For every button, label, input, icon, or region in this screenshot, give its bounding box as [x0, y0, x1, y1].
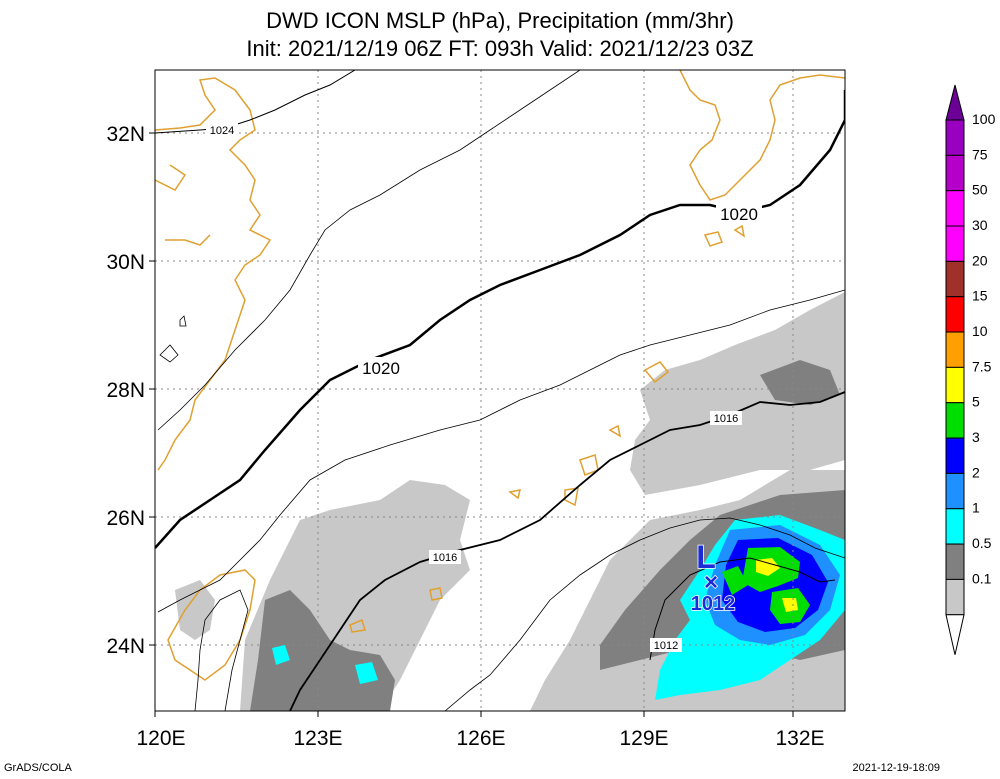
colorbar-label: 0.5 [972, 535, 992, 551]
isobar-1022-thin [157, 70, 581, 431]
isobars [155, 70, 845, 711]
isobar-taiwan-1016 [194, 589, 249, 711]
colorbar-label: 15 [972, 288, 988, 304]
isobar-small-ring-2 [179, 315, 187, 327]
colorbar-top-arrow [945, 84, 965, 121]
low-symbol: L [696, 539, 716, 575]
colorbar-label: 75 [972, 146, 988, 162]
colorbar: 100 75 50 30 20 15 10 7.5 5 3 2 1 0.5 0.1 [945, 84, 996, 655]
colorbar-segment [945, 225, 965, 262]
lat-lon-grid [155, 70, 845, 711]
isobar-label-1012: 1012 [654, 640, 678, 652]
china-coast-inlet-2 [165, 234, 211, 246]
map-frame [154, 69, 846, 712]
isobar-label-1020-east: 1020 [720, 205, 758, 224]
colorbar-segment [945, 260, 965, 298]
precipitation-layer [175, 292, 845, 711]
lon-label-126e: 126E [456, 727, 505, 750]
isobar-1012 [649, 557, 836, 661]
colorbar-segment [945, 472, 965, 510]
precip-intense-area-5mm-c [722, 566, 748, 595]
isobar-label-1016-west: 1016 [433, 552, 457, 564]
isobar-label-1024: 1024 [210, 125, 234, 137]
colorbar-label: 50 [972, 182, 988, 198]
colorbar-label: 1 [972, 500, 980, 516]
isobar-1018-thin [157, 289, 845, 613]
ryukyu-islands-4 [608, 424, 622, 438]
isobar-small-ring [159, 344, 179, 363]
lat-label-30n: 30N [106, 251, 145, 274]
precip-peak-area-2 [782, 598, 798, 612]
japan-coastline-south [733, 224, 746, 238]
colorbar-bottom-arrow [945, 614, 965, 655]
china-coastline [155, 77, 272, 471]
isobar-1016-thick [289, 391, 845, 711]
lat-label-26n: 26N [106, 507, 145, 530]
kyushu-coastline [679, 70, 845, 201]
map-title: DWD ICON MSLP (hPa), Precipitation (mm/3… [266, 8, 734, 33]
colorbar-label: 0.1 [972, 570, 992, 586]
kyushu-island [703, 231, 723, 247]
axis-ticks [149, 132, 794, 717]
footer-credit: GrADS/COLA [4, 762, 72, 774]
colorbar-segment [945, 190, 965, 227]
colorbar-segment [945, 331, 965, 368]
lat-label-28n: 28N [106, 379, 145, 402]
coastlines [155, 70, 845, 681]
precip-light-area-east [630, 292, 845, 495]
colorbar-segment [945, 578, 965, 616]
ryukyu-islands-5 [508, 489, 522, 500]
low-pressure-center: L × 1012 [690, 538, 736, 616]
precip-light-area-west [175, 580, 215, 640]
colorbar-label: 100 [972, 111, 996, 127]
low-center-marker: × [704, 569, 718, 596]
isobar-labels: 1024 1020 1020 1016 1016 1012 [206, 123, 762, 652]
colorbar-label: 7.5 [972, 358, 992, 374]
map-subtitle: Init: 2021/12/19 06Z FT: 093h Valid: 202… [246, 36, 754, 61]
colorbar-segment [945, 296, 965, 333]
lon-label-123e: 123E [293, 727, 342, 750]
china-coast-inlet-1 [155, 164, 187, 191]
low-center-pressure: 1012 [691, 593, 736, 615]
lat-label-32n: 32N [106, 123, 145, 146]
colorbar-label: 20 [972, 252, 988, 268]
colorbar-label: 3 [972, 429, 980, 445]
colorbar-segment [945, 366, 965, 404]
isobar-1014-thin [444, 517, 845, 711]
ryukyu-islands-3 [564, 487, 579, 507]
longitude-labels: 120E 123E 126E 129E 132E [136, 727, 824, 750]
isobar-label-1020-west: 1020 [362, 359, 400, 378]
small-islands-central-2 [429, 587, 443, 601]
lon-label-120e: 120E [136, 727, 185, 750]
isobar-1024 [155, 70, 356, 134]
isobar-label-1016-east: 1016 [714, 413, 738, 425]
colorbar-label: 2 [972, 464, 980, 480]
precip-moderate-area-north [760, 360, 840, 405]
latitude-labels: 32N 30N 28N 26N 24N [106, 123, 145, 658]
lon-label-129e: 129E [619, 727, 668, 750]
precip-heavy-area-small-2 [355, 662, 378, 684]
colorbar-segment [945, 508, 965, 545]
precip-moderate-area-central [250, 590, 395, 711]
isobar-1020-thick [155, 90, 845, 549]
colorbar-segment [945, 543, 965, 580]
colorbar-segment [945, 402, 965, 439]
precip-peak-area-1 [756, 558, 780, 576]
colorbar-label: 5 [972, 394, 980, 410]
footer-timestamp: 2021-12-19-18:09 [852, 762, 940, 774]
small-islands-central [349, 618, 366, 633]
colorbar-segment [945, 119, 965, 156]
colorbar-segment [945, 437, 965, 474]
lat-label-24n: 24N [106, 635, 145, 658]
colorbar-label: 30 [972, 217, 988, 233]
ryukyu-islands-1 [643, 361, 670, 384]
colorbar-label: 10 [972, 323, 988, 339]
colorbar-segment [945, 154, 965, 192]
precip-heavy-area-small-1 [272, 645, 290, 665]
lon-label-132e: 132E [775, 727, 824, 750]
